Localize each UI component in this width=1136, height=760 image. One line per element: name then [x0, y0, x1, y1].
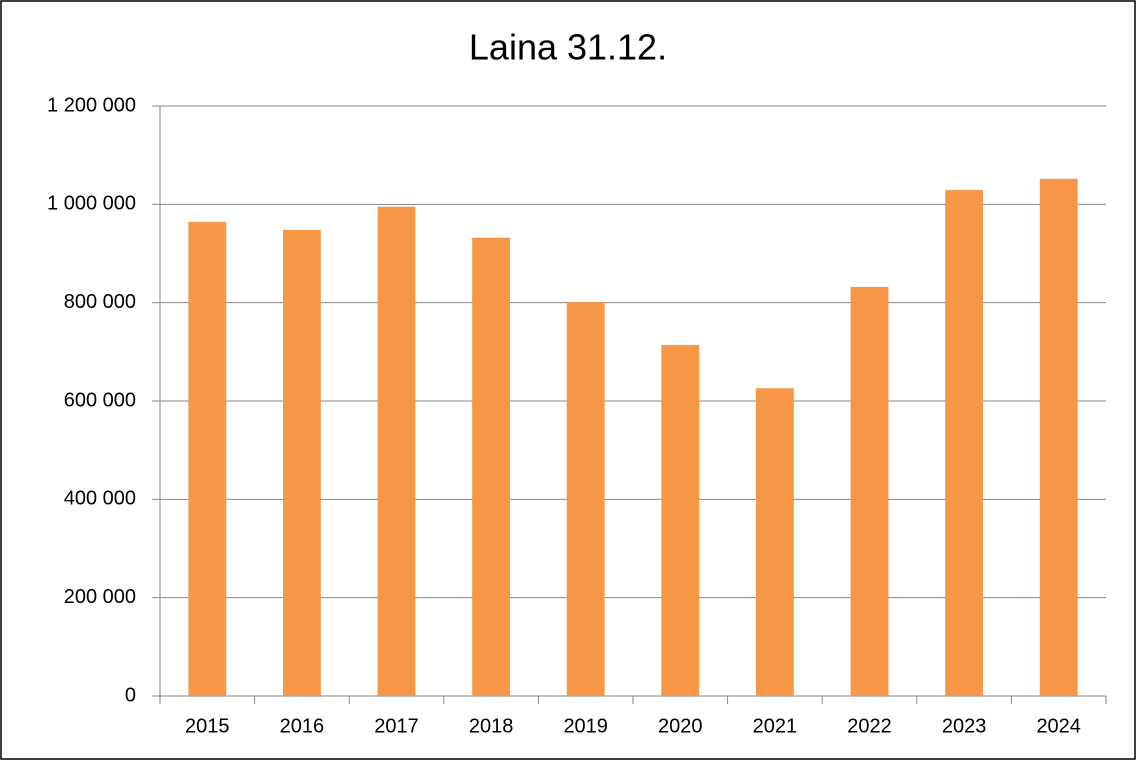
bar: [850, 286, 889, 696]
bar: [1039, 178, 1078, 696]
bar: [755, 388, 794, 696]
x-tick-label: 2021: [753, 715, 798, 737]
x-tick-label: 2024: [1036, 715, 1081, 737]
x-tick-label: 2017: [374, 715, 419, 737]
bar: [282, 229, 321, 696]
bar: [377, 206, 416, 696]
x-tick-label: 2020: [658, 715, 703, 737]
x-tick-label: 2018: [469, 715, 514, 737]
y-tick-label: 1 000 000: [47, 193, 136, 215]
chart-title: Laina 31.12.: [469, 27, 667, 68]
y-tick-label: 600 000: [64, 389, 136, 411]
y-tick-label: 200 000: [64, 586, 136, 608]
y-tick-label: 1 200 000: [47, 94, 136, 116]
y-tick-label: 400 000: [64, 488, 136, 510]
y-tick-label: 0: [125, 684, 136, 706]
bar: [945, 190, 984, 696]
bar: [472, 237, 511, 696]
x-tick-label: 2016: [280, 715, 325, 737]
y-tick-label: 800 000: [64, 291, 136, 313]
bar: [188, 222, 227, 697]
x-tick-label: 2015: [185, 715, 230, 737]
bar: [566, 302, 605, 696]
x-tick-label: 2019: [563, 715, 608, 737]
x-tick-label: 2023: [942, 715, 987, 737]
bar: [661, 344, 700, 696]
x-tick-label: 2022: [847, 715, 892, 737]
